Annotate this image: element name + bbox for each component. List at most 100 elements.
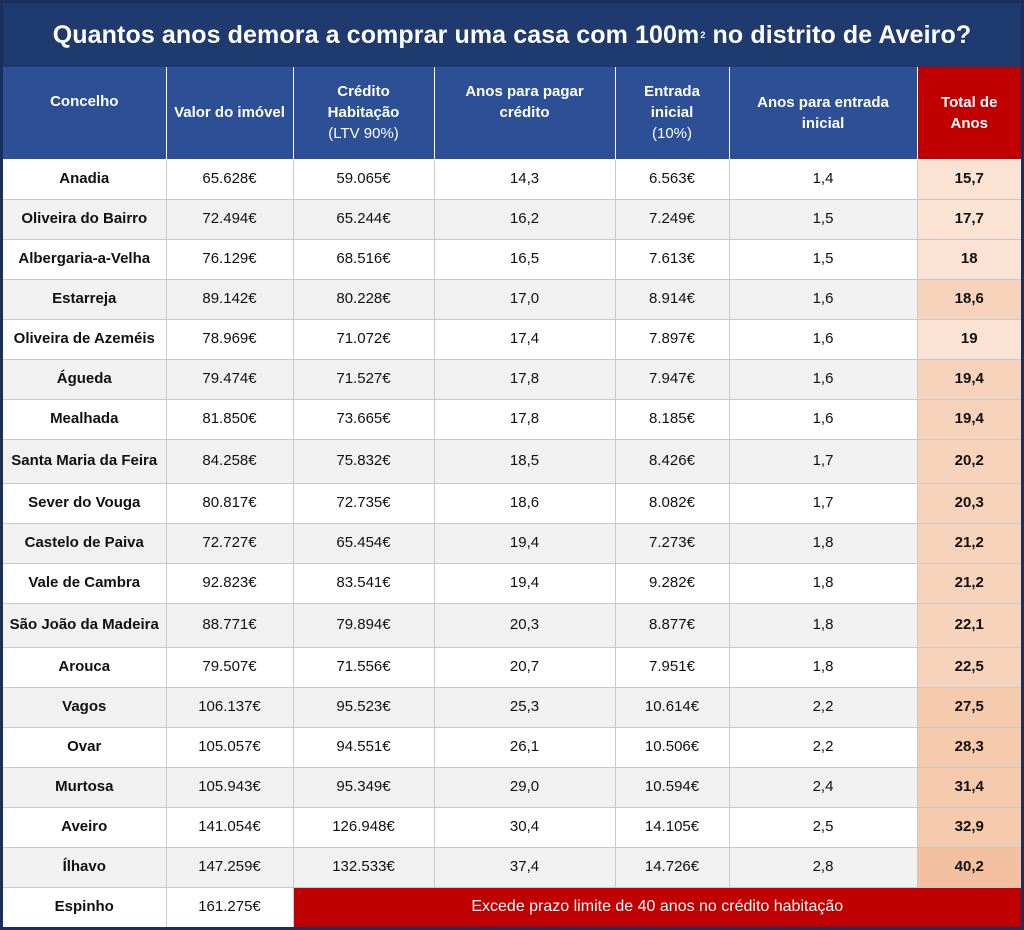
cell-concelho: Águeda (3, 359, 167, 400)
cell-anos-pagar: 37,4 (434, 847, 616, 888)
table-row: Vagos 106.137€ 95.523€ 25,3 10.614€ 2,2 27,5 (3, 687, 1021, 728)
header-anos-entrada: Anos para entrada inicial (729, 67, 918, 160)
table-row: Aveiro 141.054€ 126.948€ 30,4 14.105€ 2,5 32,9 (3, 807, 1021, 848)
cell-valor: 81.850€ (166, 399, 294, 440)
cell-anos-pagar: 25,3 (434, 687, 616, 728)
cell-anos-pagar: 16,2 (434, 199, 616, 240)
cell-credito: 80.228€ (293, 279, 435, 320)
cell-valor: 161.275€ (166, 887, 294, 927)
cell-entrada: 8.185€ (615, 399, 730, 440)
header-anos-pagar: Anos para pagar crédito (434, 67, 616, 160)
cell-total: 19,4 (917, 399, 1021, 440)
cell-total: 18,6 (917, 279, 1021, 320)
cell-total: 20,3 (917, 483, 1021, 524)
table-row: Santa Maria da Feira 84.258€ 75.832€ 18,5 8.… (3, 439, 1021, 484)
cell-concelho: Murtosa (3, 767, 167, 808)
cell-concelho: Arouca (3, 647, 167, 688)
header-concelho: Concelho (3, 67, 167, 160)
cell-credito: 71.072€ (293, 319, 435, 360)
cell-valor: 65.628€ (166, 159, 294, 200)
cell-entrada: 8.914€ (615, 279, 730, 320)
cell-anos-pagar: 14,3 (434, 159, 616, 200)
table-row: Arouca 79.507€ 71.556€ 20,7 7.951€ 1,8 22,5 (3, 647, 1021, 688)
cell-concelho: Vale de Cambra (3, 563, 167, 604)
cell-concelho: Aveiro (3, 807, 167, 848)
cell-credito: 95.523€ (293, 687, 435, 728)
cell-credito: 59.065€ (293, 159, 435, 200)
cell-total: 27,5 (917, 687, 1021, 728)
cell-anos-entrada: 1,7 (729, 483, 918, 524)
cell-anos-entrada: 1,6 (729, 319, 918, 360)
cell-anos-pagar: 17,0 (434, 279, 616, 320)
title-superscript: 2 (700, 30, 706, 40)
cell-total: 17,7 (917, 199, 1021, 240)
cell-total: 40,2 (917, 847, 1021, 888)
cell-anos-entrada: 1,8 (729, 647, 918, 688)
cell-valor: 72.727€ (166, 523, 294, 564)
cell-anos-pagar: 20,7 (434, 647, 616, 688)
cell-anos-entrada: 1,8 (729, 563, 918, 604)
cell-total: 32,9 (917, 807, 1021, 848)
cell-anos-entrada: 1,5 (729, 199, 918, 240)
cell-concelho: Vagos (3, 687, 167, 728)
table-row: Castelo de Paiva 72.727€ 65.454€ 19,4 7.273€… (3, 523, 1021, 564)
cell-anos-pagar: 17,4 (434, 319, 616, 360)
cell-entrada: 10.614€ (615, 687, 730, 728)
cell-valor: 141.054€ (166, 807, 294, 848)
cell-entrada: 7.249€ (615, 199, 730, 240)
cell-anos-entrada: 2,8 (729, 847, 918, 888)
cell-valor: 89.142€ (166, 279, 294, 320)
cell-entrada: 10.594€ (615, 767, 730, 808)
cell-concelho: Sever do Vouga (3, 483, 167, 524)
cell-anos-entrada: 2,2 (729, 687, 918, 728)
cell-anos-pagar: 30,4 (434, 807, 616, 848)
cell-anos-pagar: 26,1 (434, 727, 616, 768)
cell-anos-pagar: 16,5 (434, 239, 616, 280)
cell-concelho: Oliveira de Azeméis (3, 319, 167, 360)
cell-valor: 147.259€ (166, 847, 294, 888)
cell-total: 28,3 (917, 727, 1021, 768)
title-tail: no distrito de Aveiro? (705, 20, 972, 49)
cell-credito: 65.244€ (293, 199, 435, 240)
cell-entrada: 8.877€ (615, 603, 730, 648)
cell-valor: 88.771€ (166, 603, 294, 648)
cell-anos-entrada: 1,4 (729, 159, 918, 200)
cell-valor: 92.823€ (166, 563, 294, 604)
table-row: Mealhada 81.850€ 73.665€ 17,8 8.185€ 1,6 19,4 (3, 399, 1021, 440)
housing-years-table: Concelho Valor do imóvel Crédito Habitaç… (3, 67, 1021, 927)
cell-entrada: 9.282€ (615, 563, 730, 604)
cell-credito: 126.948€ (293, 807, 435, 848)
cell-entrada: 14.105€ (615, 807, 730, 848)
cell-anos-entrada: 1,8 (729, 603, 918, 648)
cell-credito: 71.556€ (293, 647, 435, 688)
cell-credito: 94.551€ (293, 727, 435, 768)
cell-entrada: 7.947€ (615, 359, 730, 400)
table-row: Sever do Vouga 80.817€ 72.735€ 18,6 8.082€ 1,… (3, 483, 1021, 524)
cell-anos-pagar: 20,3 (434, 603, 616, 648)
cell-concelho: Albergaria-a-Velha (3, 239, 167, 280)
cell-credito: 132.533€ (293, 847, 435, 888)
table-row-exceeded: Espinho 161.275€ Excede prazo limite de 40… (3, 887, 1021, 927)
table-row: Albergaria-a-Velha 76.129€ 68.516€ 16,5 7.61… (3, 239, 1021, 280)
title-main: Quantos anos demora a comprar uma casa c… (52, 20, 700, 49)
header-credito-sub: (LTV 90%) (328, 125, 399, 143)
cell-credito: 95.349€ (293, 767, 435, 808)
table-row: Oliveira do Bairro 72.494€ 65.244€ 16,2 7.24… (3, 199, 1021, 240)
cell-anos-entrada: 1,8 (729, 523, 918, 564)
cell-concelho: Oliveira do Bairro (3, 199, 167, 240)
cell-anos-entrada: 2,2 (729, 727, 918, 768)
table-row: Ovar 105.057€ 94.551€ 26,1 10.506€ 2,2 28,3 (3, 727, 1021, 768)
cell-concelho: Ílhavo (3, 847, 167, 888)
cell-anos-entrada: 2,4 (729, 767, 918, 808)
cell-valor: 78.969€ (166, 319, 294, 360)
table-body: Anadia 65.628€ 59.065€ 14,3 6.563€ 1,4 15,7 Oli… (3, 159, 1021, 927)
cell-concelho: Ovar (3, 727, 167, 768)
header-entrada-sub: (10%) (651, 125, 692, 143)
cell-entrada: 7.273€ (615, 523, 730, 564)
header-credito: Crédito Habitação (LTV 90%) (293, 67, 435, 160)
cell-anos-entrada: 2,5 (729, 807, 918, 848)
cell-concelho: São João da Madeira (3, 603, 167, 648)
cell-entrada: 10.506€ (615, 727, 730, 768)
cell-credito: 65.454€ (293, 523, 435, 564)
